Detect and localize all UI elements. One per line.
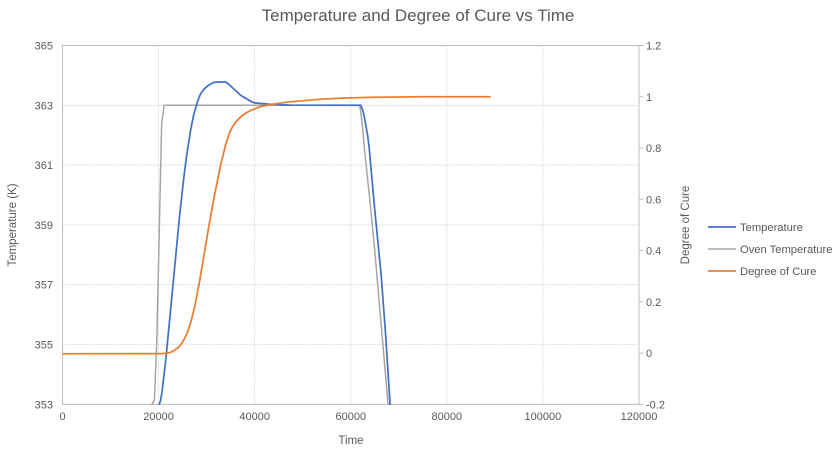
svg-text:Temperature: Temperature: [740, 222, 803, 234]
svg-text:357: 357: [35, 280, 53, 292]
svg-text:0.8: 0.8: [646, 143, 661, 155]
svg-text:355: 355: [35, 340, 53, 352]
svg-text:80000: 80000: [432, 411, 463, 423]
svg-text:Temperature and Degree of Cure: Temperature and Degree of Cure vs Time: [262, 6, 575, 25]
svg-text:353: 353: [35, 399, 53, 411]
svg-text:359: 359: [35, 220, 53, 232]
svg-text:1.2: 1.2: [646, 41, 661, 53]
svg-text:363: 363: [35, 100, 53, 112]
svg-text:365: 365: [35, 41, 53, 53]
svg-text:Degree of Cure: Degree of Cure: [740, 266, 817, 278]
svg-text:361: 361: [35, 160, 53, 172]
svg-text:0.4: 0.4: [646, 246, 661, 258]
svg-text:0: 0: [59, 411, 65, 423]
svg-text:0.6: 0.6: [646, 194, 661, 206]
svg-text:60000: 60000: [336, 411, 367, 423]
svg-text:Degree of Cure: Degree of Cure: [680, 186, 692, 265]
svg-text:100000: 100000: [525, 411, 562, 423]
svg-text:120000: 120000: [621, 411, 658, 423]
svg-text:0.2: 0.2: [646, 297, 661, 309]
svg-text:40000: 40000: [239, 411, 270, 423]
svg-text:Time: Time: [338, 435, 363, 447]
svg-text:Oven Temperature: Oven Temperature: [740, 244, 832, 256]
svg-text:1: 1: [646, 92, 652, 104]
svg-text:Temperature (K): Temperature (K): [7, 183, 19, 266]
svg-text:20000: 20000: [143, 411, 174, 423]
svg-text:-0.2: -0.2: [646, 399, 665, 411]
svg-text:0: 0: [646, 348, 652, 360]
